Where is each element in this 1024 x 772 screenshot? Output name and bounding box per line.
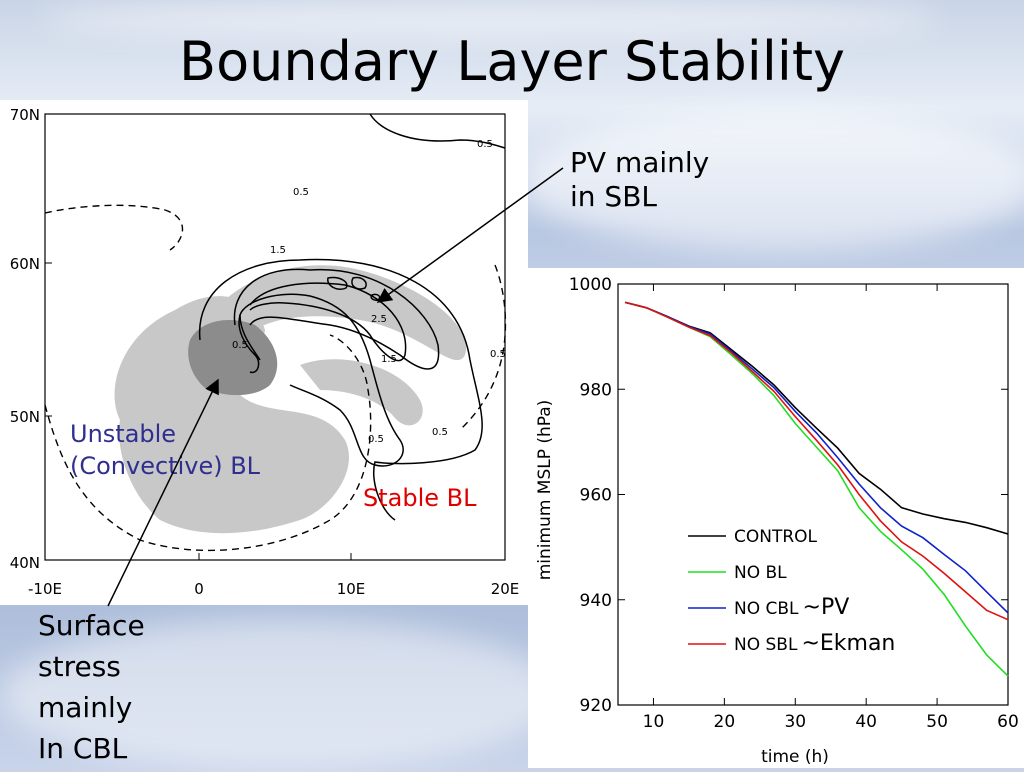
legend-label: NO BL — [734, 563, 787, 583]
lat-label: 60N — [10, 255, 40, 273]
x-tick-label: 30 — [784, 712, 806, 732]
contour-label: 1.5 — [381, 354, 397, 365]
axes-layer: 10 20 30 40 50 60 920 940 960 980 1000 — [569, 275, 1019, 732]
surface-stress-line-3: mainly — [38, 691, 133, 724]
solid-contours — [198, 113, 506, 521]
pv-sbl-callout: PV mainly in SBL — [570, 146, 709, 214]
unstable-bl-line-2: (Convective) BL — [70, 452, 261, 480]
mslp-chart-panel: 10 20 30 40 50 60 920 940 960 980 1000 CONTROL NO B… — [528, 268, 1024, 768]
series-layer — [624, 301, 1009, 677]
contour-label: 1.5 — [270, 245, 286, 256]
lat-label-group: 70N 60N 50N 40N — [10, 106, 40, 572]
surface-stress-line-2: stress — [38, 650, 121, 683]
lon-label-group: -10E 0 10E 20E — [28, 580, 519, 598]
mslp-chart: 10 20 30 40 50 60 920 940 960 980 1000 CONTROL NO B… — [535, 275, 1019, 767]
legend-annotation: ~Ekman — [801, 631, 895, 656]
contour-label: 0.5 — [432, 427, 448, 438]
x-tick-label: 20 — [714, 712, 736, 732]
y-axis-label: minimum MSLP (hPa) — [535, 400, 555, 581]
lon-label: -10E — [28, 580, 62, 598]
series-line-no-sbl — [624, 301, 1009, 621]
legend-label: CONTROL — [734, 527, 818, 547]
contour-label: 0.5 — [232, 340, 248, 351]
surface-stress-line-4: In CBL — [38, 732, 128, 765]
y-tick-label: 1000 — [569, 275, 612, 295]
contour-label: 0.5 — [490, 349, 506, 360]
cloud-decoration — [40, 0, 940, 40]
light-shaded-patch — [275, 490, 315, 503]
unstable-bl-line-1: Unstable — [70, 420, 177, 448]
x-axis-label: time (h) — [761, 747, 829, 767]
stable-bl-label: Stable BL — [363, 484, 477, 512]
slide-title: Boundary Layer Stability — [179, 30, 845, 93]
map-svg: 0.5 0.5 1.5 2.5 1.5 0.5 0.5 0.5 0.5 70N … — [10, 106, 520, 598]
lon-label: 10E — [337, 580, 366, 598]
lat-label: 70N — [10, 106, 40, 124]
light-shaded-band-2 — [300, 359, 423, 426]
unstable-bl-label: Unstable (Convective) BL — [70, 418, 260, 482]
lat-label: 50N — [10, 408, 40, 426]
dark-shaded-region — [188, 320, 278, 396]
x-tick-label: 10 — [643, 712, 665, 732]
contour-label: 0.5 — [368, 434, 384, 445]
lon-label: 0 — [194, 580, 204, 598]
y-tick-label: 940 — [580, 591, 612, 611]
contour-label-group: 0.5 0.5 1.5 2.5 1.5 0.5 0.5 0.5 0.5 — [232, 139, 506, 445]
cloud-decoration — [0, 620, 560, 770]
surface-stress-line-1: Surface — [38, 609, 145, 642]
y-tick-label: 980 — [580, 380, 612, 400]
legend-label: NO CBL — [734, 599, 799, 619]
y-tick-label: 920 — [580, 696, 612, 716]
legend-label: NO SBL — [734, 635, 798, 655]
surface-stress-callout: Surface stress mainly In CBL — [38, 605, 145, 769]
pv-contour-map: 0.5 0.5 1.5 2.5 1.5 0.5 0.5 0.5 0.5 70N … — [0, 100, 528, 605]
cloud-decoration — [520, 110, 1024, 250]
pv-sbl-line-1: PV mainly — [570, 146, 710, 179]
contour-label: 2.5 — [371, 314, 387, 325]
x-tick-label: 50 — [926, 712, 948, 732]
plot-frame — [617, 283, 1009, 706]
x-tick-label: 60 — [997, 712, 1019, 732]
y-tick-label: 960 — [580, 486, 612, 506]
x-tick-label: 40 — [855, 712, 877, 732]
contour-label: 0.5 — [477, 139, 493, 150]
pv-sbl-line-2: in SBL — [570, 180, 658, 213]
lat-label: 40N — [10, 554, 40, 572]
contour-label: 0.5 — [293, 187, 309, 198]
legend-annotation: ~PV — [803, 595, 850, 620]
lon-label: 20E — [491, 580, 520, 598]
